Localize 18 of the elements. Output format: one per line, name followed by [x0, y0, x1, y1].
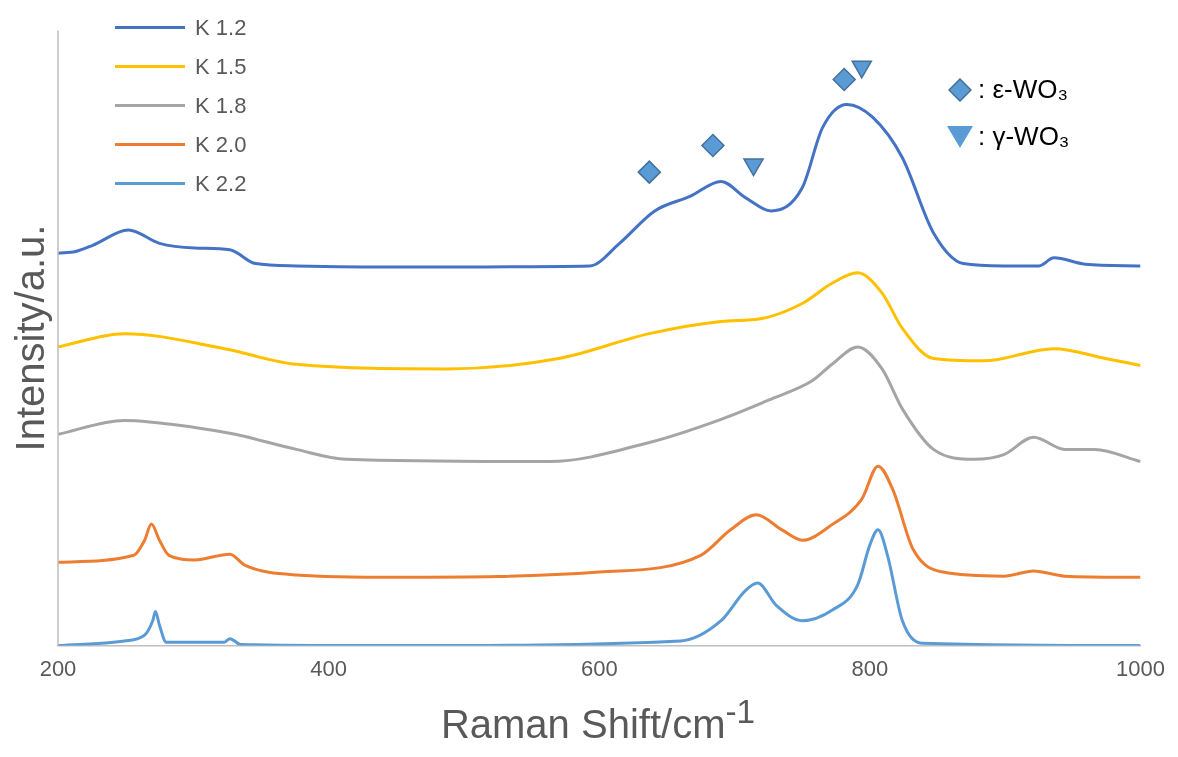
- x-tick-label: 1000: [1116, 655, 1166, 681]
- x-tick-label: 600: [580, 655, 618, 681]
- legend-label: K 1.5: [195, 53, 247, 80]
- x-tick-label: 200: [39, 655, 77, 681]
- legend-label: K 2.0: [195, 131, 247, 158]
- point: [851, 60, 873, 79]
- legend-label: : ε-WO₃: [978, 74, 1069, 105]
- point: [637, 160, 662, 184]
- point: [701, 133, 725, 158]
- legend-label: K 1.2: [195, 14, 247, 41]
- legend-label: : γ-WO₃: [978, 121, 1070, 152]
- legend-label: K 2.2: [195, 170, 247, 197]
- point: [832, 67, 856, 92]
- y-axis-title: Intensity/a.u.: [7, 224, 53, 452]
- legend-label: K 1.8: [195, 92, 247, 119]
- x-tick-label: 400: [310, 655, 347, 681]
- x-tick-label: 800: [851, 655, 889, 681]
- x-axis-title: Raman Shift/cm$^{-1}$: [440, 693, 756, 747]
